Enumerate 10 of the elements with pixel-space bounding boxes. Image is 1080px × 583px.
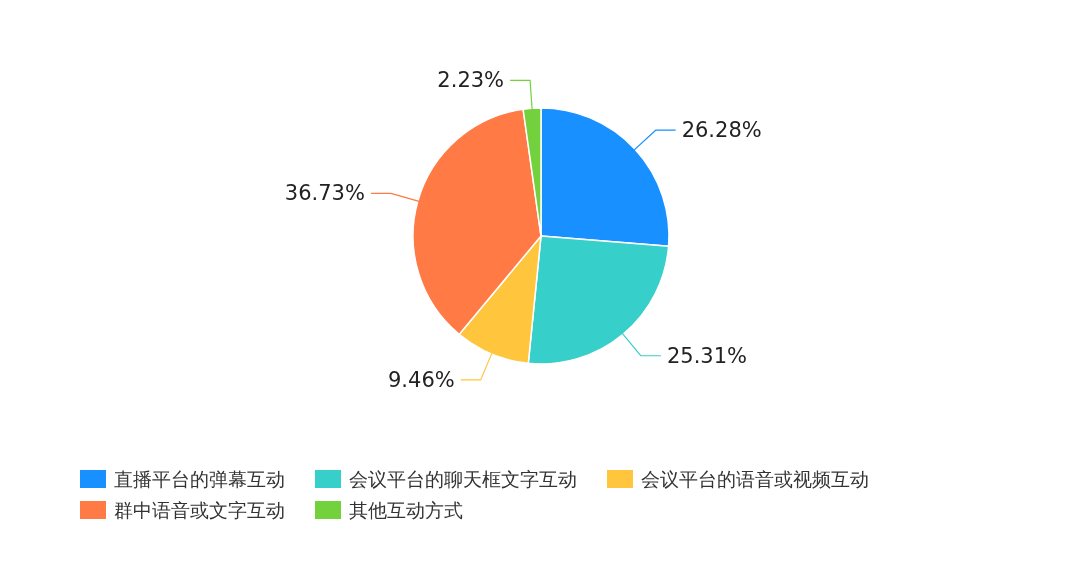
data-label: 9.46% <box>388 367 455 392</box>
data-label: 26.28% <box>681 118 762 143</box>
legend-label: 直播平台的弹幕互动 <box>114 468 285 490</box>
data-label: 25.31% <box>666 343 748 368</box>
data-label: 2.23% <box>437 68 505 93</box>
data-label: 36.73% <box>284 181 365 206</box>
legend-label: 会议平台的语音或视频互动 <box>641 468 869 490</box>
legend-label: 群中语音或文字互动 <box>114 499 285 521</box>
legend-label: 会议平台的聊天框文字互动 <box>349 468 577 490</box>
legend-label: 其他互动方式 <box>349 499 463 521</box>
